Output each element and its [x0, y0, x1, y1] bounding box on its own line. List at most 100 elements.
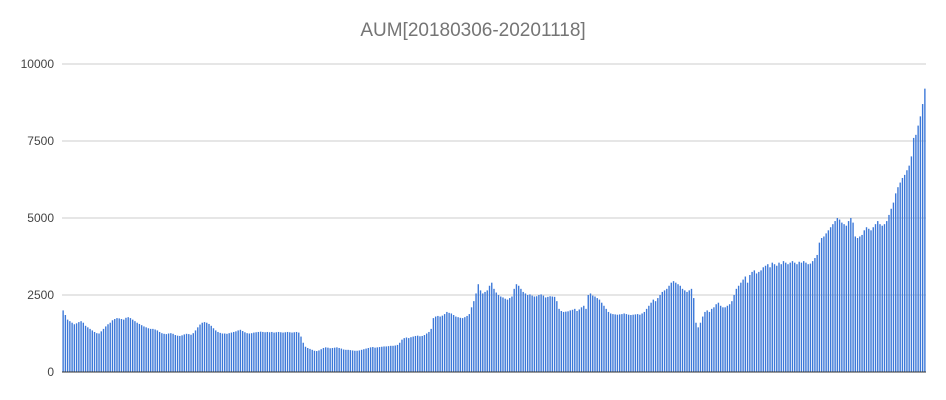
- bar: [576, 311, 578, 372]
- bar: [78, 322, 80, 372]
- bar: [356, 350, 358, 372]
- bar: [513, 288, 515, 372]
- bar: [376, 347, 378, 372]
- bar: [347, 349, 349, 372]
- bar: [715, 304, 717, 372]
- bar: [302, 342, 304, 372]
- bar: [149, 328, 152, 372]
- bar: [666, 288, 668, 372]
- bar: [228, 333, 230, 372]
- bar: [697, 327, 699, 372]
- bar: [381, 346, 383, 372]
- bar: [84, 325, 87, 372]
- bar: [154, 329, 156, 372]
- bar: [452, 315, 455, 372]
- bar: [403, 338, 405, 372]
- bar: [455, 316, 457, 372]
- bar: [374, 347, 376, 372]
- bar: [818, 242, 821, 372]
- bar: [91, 330, 93, 372]
- bar: [419, 336, 421, 372]
- bar: [316, 351, 318, 372]
- bar: [107, 324, 109, 372]
- bar: [601, 302, 603, 372]
- y-tick-label: 7500: [27, 134, 54, 148]
- bar: [300, 336, 302, 372]
- bar: [138, 323, 141, 372]
- bar: [800, 262, 803, 372]
- bar-series: [62, 88, 926, 372]
- bar: [699, 322, 702, 372]
- bar: [535, 296, 538, 372]
- bar: [764, 265, 767, 372]
- bar: [324, 347, 327, 372]
- bar: [241, 331, 244, 372]
- bar: [515, 284, 518, 372]
- bar: [850, 218, 852, 372]
- bar: [266, 331, 269, 372]
- bar: [486, 290, 488, 372]
- bar: [394, 345, 396, 372]
- bar: [475, 293, 477, 372]
- bar: [96, 333, 98, 372]
- bar: [612, 314, 614, 372]
- bar: [298, 332, 300, 372]
- bar: [127, 317, 129, 372]
- bar: [105, 326, 107, 372]
- bar: [365, 348, 367, 372]
- bar: [217, 331, 219, 372]
- bar: [912, 137, 915, 372]
- bar: [798, 261, 800, 372]
- bar: [641, 313, 643, 372]
- bar: [235, 331, 237, 372]
- bar: [724, 307, 726, 372]
- bar: [751, 271, 753, 372]
- bar: [610, 313, 612, 372]
- bar: [165, 334, 168, 372]
- bar: [428, 331, 430, 372]
- bar: [663, 290, 666, 372]
- bar: [466, 315, 468, 372]
- bar: [910, 156, 913, 372]
- y-axis: 0 2500 5000 7500 10000: [21, 57, 55, 379]
- bar: [226, 333, 228, 372]
- bar: [771, 262, 773, 372]
- bar: [237, 330, 239, 372]
- bar: [450, 313, 453, 372]
- bar: [73, 324, 76, 372]
- bar: [340, 348, 343, 372]
- bar: [509, 298, 511, 372]
- bar: [289, 332, 291, 372]
- bar: [843, 224, 845, 372]
- bar: [446, 311, 448, 372]
- bar: [390, 345, 392, 372]
- bar: [484, 291, 486, 372]
- bar: [845, 225, 848, 372]
- gridlines: [62, 63, 926, 296]
- bar: [639, 314, 641, 372]
- bar: [123, 319, 125, 372]
- bar: [556, 301, 558, 372]
- bar: [464, 317, 466, 372]
- y-tick-label: 5000: [27, 211, 54, 225]
- bar: [787, 264, 789, 372]
- bar: [728, 304, 731, 372]
- bar: [634, 314, 637, 372]
- bar: [569, 310, 571, 372]
- bar: [758, 271, 760, 372]
- bar: [448, 312, 450, 372]
- bar: [443, 314, 446, 372]
- bar: [69, 321, 71, 372]
- bar: [652, 299, 655, 372]
- bar: [542, 295, 545, 372]
- bar: [677, 284, 679, 372]
- bar: [250, 333, 253, 372]
- bar: [558, 308, 560, 372]
- bar: [322, 347, 325, 372]
- bar: [239, 329, 242, 372]
- bar: [208, 323, 210, 372]
- bar: [585, 308, 587, 372]
- bar: [861, 234, 863, 372]
- bar: [309, 348, 311, 372]
- bar: [327, 347, 329, 372]
